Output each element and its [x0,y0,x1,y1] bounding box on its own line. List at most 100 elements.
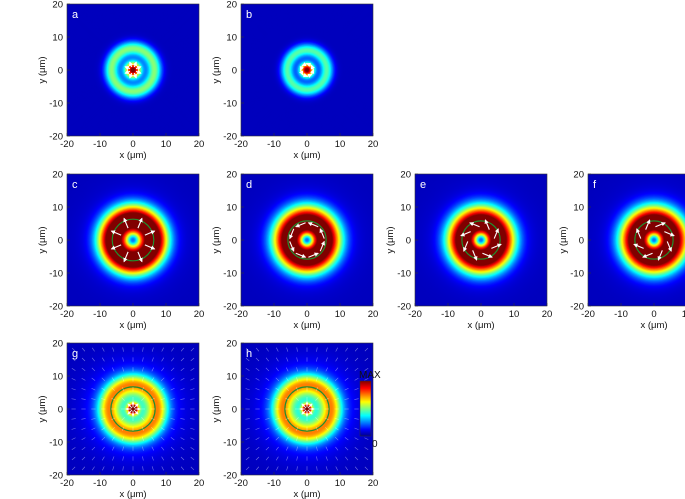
y-tick-label: -10 [570,269,584,280]
y-tick-label: -10 [49,99,63,110]
x-tick-label: -20 [234,139,248,150]
arrow [245,357,250,362]
arrow [101,446,105,451]
arrow [161,466,164,471]
x-tick-label: -20 [60,478,74,489]
panel-b: b -20 -10 0 10 20 20 10 0 -10 -20 x (μm) y (μm) [211,0,378,161]
y-tick-label: -20 [49,132,63,143]
arrow [364,357,369,362]
arrow [122,377,125,382]
arrow [102,466,105,471]
arrow [133,409,139,415]
arrow [91,466,95,471]
y-axis-label: y (μm) [37,395,48,422]
arrow [151,466,154,471]
panel-g: g -20 -10 0 10 20 20 10 0 -10 -20 x (μm) y (μm) [37,339,204,499]
arrow [275,398,280,401]
arrow [255,466,260,471]
arrow [265,446,270,451]
arrow [133,403,139,409]
arrow [129,72,134,79]
arrow [315,397,319,401]
arrow [160,387,165,391]
green-contour [287,220,327,260]
x-tick-label: 0 [304,139,309,150]
y-tick-label: 10 [573,203,584,214]
x-tick-label: -20 [581,309,595,320]
arrow [180,367,185,371]
x-tick-label: 10 [335,309,346,320]
arrow [101,367,105,372]
arrow [354,357,359,362]
arrow [265,466,269,471]
arrow [81,466,86,471]
arrow [275,367,279,372]
x-tick-label: 0 [304,309,309,320]
arrow [325,357,328,362]
x-axis-label: x (μm) [467,320,494,331]
arrow [110,230,122,236]
arrow [364,367,369,371]
arrow [132,61,137,68]
y-axis-label: y (μm) [37,226,48,253]
x-axis-label: x (μm) [293,320,320,331]
arrow [190,418,195,420]
arrow [91,357,95,362]
arrow [81,437,86,441]
arrow [335,466,338,471]
arrow [285,417,290,421]
arrow [150,397,155,401]
arrow [122,466,124,471]
y-tick-label: 20 [52,0,63,11]
arrow [302,73,308,78]
arrow [255,447,260,451]
y-tick-label: -10 [49,438,63,449]
arrow [122,436,125,441]
arrow [101,456,105,461]
arrow [141,426,145,431]
arrow [275,456,279,461]
arrow [111,417,116,421]
arrow [633,243,644,249]
arrow [276,466,279,471]
arrow [91,456,95,461]
arrow [319,240,325,252]
arrow [344,367,349,372]
arrow [151,436,155,441]
arrow [316,347,318,352]
arrow [307,222,319,228]
arrow [335,357,339,362]
arrow [81,347,86,352]
heatmap-g [67,343,199,475]
arrow [111,387,115,391]
arrow [469,222,480,228]
arrow [344,437,349,441]
arrow [111,446,115,451]
arrow [354,447,359,451]
arrow [335,456,339,461]
arrow [325,456,328,461]
y-tick-label: 20 [52,339,63,350]
arrow [316,456,318,461]
y-axis-label: y (μm) [211,226,222,253]
y-axis-label: y (μm) [211,56,222,83]
panel-label: e [420,179,426,191]
arrow [325,466,328,471]
arrow [295,222,306,228]
arrow [276,347,279,352]
arrow [91,377,96,381]
arrow [664,231,675,237]
y-tick-label: 0 [58,66,63,77]
arrow [110,244,122,250]
arrow [81,427,86,430]
arrow [180,456,185,461]
arrow [111,377,115,382]
arrow [127,403,133,409]
arrow [101,377,106,382]
arrow [180,418,185,420]
arrow [111,367,115,372]
arrow [354,377,359,381]
arrow [255,388,260,391]
arrow [180,377,185,381]
